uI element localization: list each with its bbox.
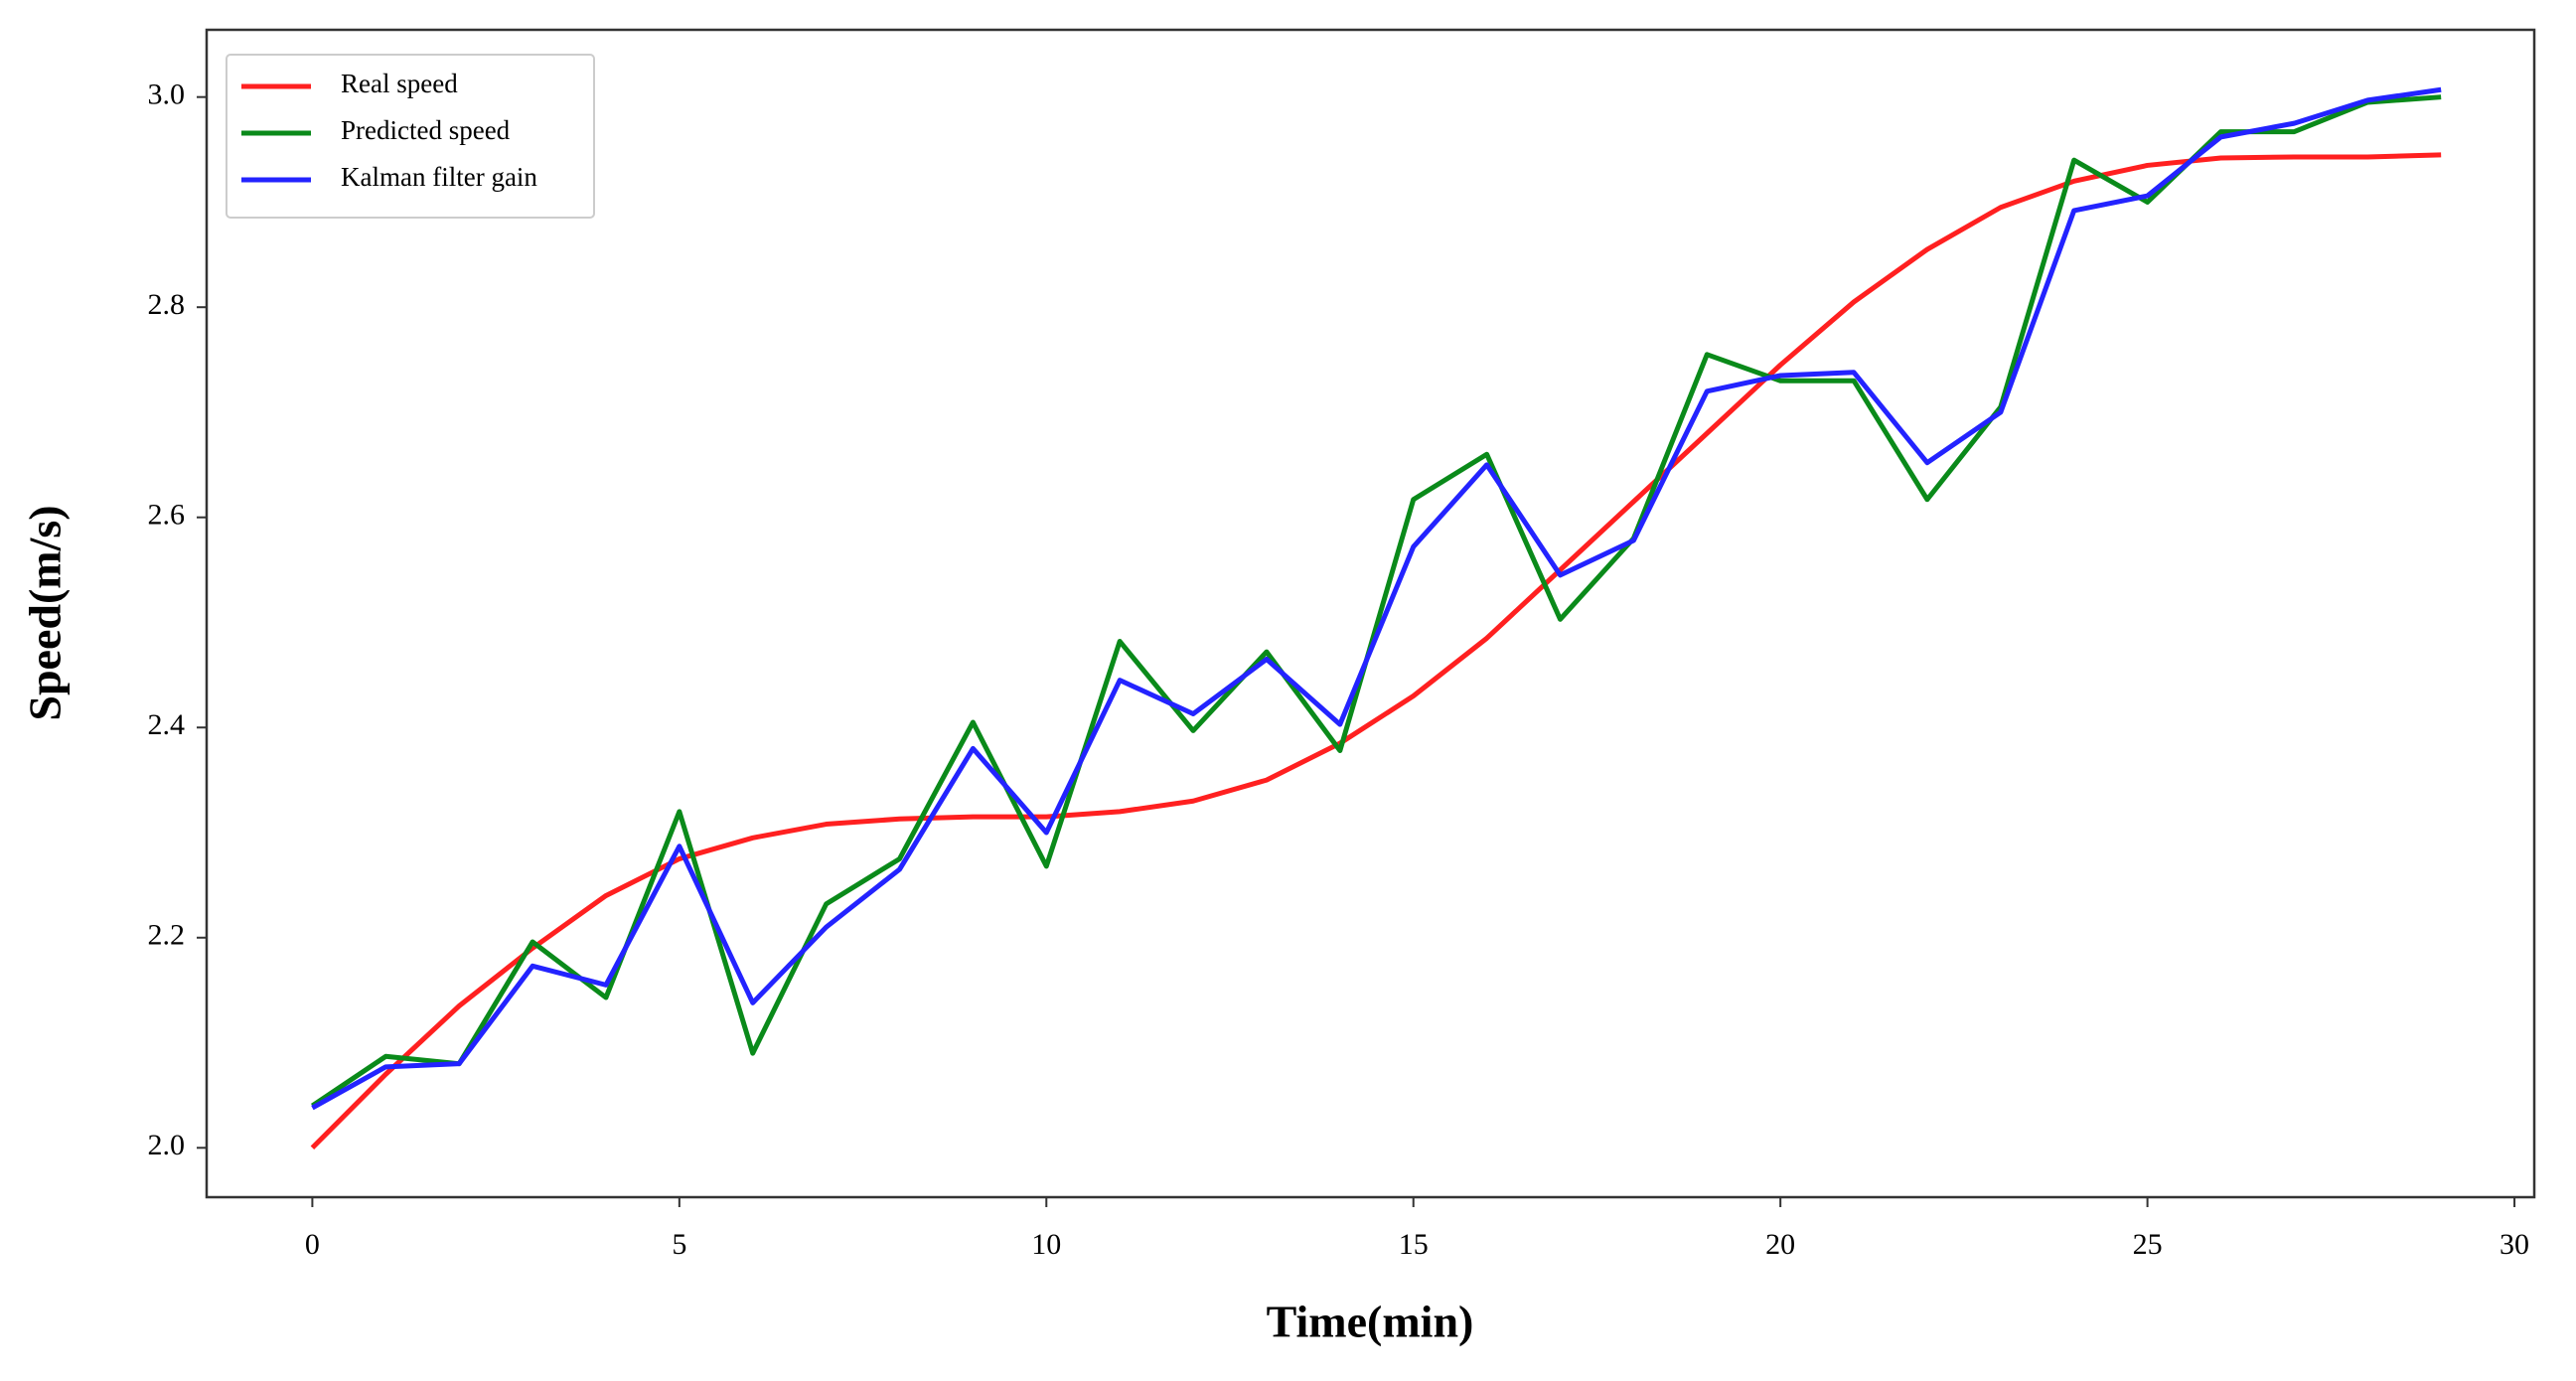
x-tick-label: 0 (305, 1228, 320, 1261)
y-tick-label: 2.4 (148, 708, 186, 741)
series-line (311, 94, 2442, 1109)
x-tick-label: 20 (1765, 1228, 1795, 1261)
x-tick-label: 30 (2500, 1228, 2529, 1261)
series-line (311, 86, 2442, 1111)
legend-label: Real speed (341, 69, 458, 98)
series-line (310, 152, 2442, 1151)
y-tick-label: 3.0 (148, 78, 186, 111)
x-tick-label: 25 (2133, 1228, 2163, 1261)
x-tick-label: 5 (672, 1228, 686, 1261)
legend-label: Kalman filter gain (341, 162, 537, 192)
y-tick-label: 2.6 (148, 499, 186, 532)
x-tick-label: 15 (1399, 1228, 1429, 1261)
y-tick-label: 2.2 (148, 919, 186, 952)
x-axis-title: Time(min) (1267, 1297, 1474, 1347)
y-axis-title: Speed(m/s) (20, 505, 71, 720)
legend-label: Predicted speed (341, 115, 511, 145)
legend-box (226, 54, 595, 219)
plot-frame (205, 28, 2536, 1199)
y-tick-label: 2.0 (148, 1129, 186, 1161)
x-tick-label: 10 (1031, 1228, 1061, 1261)
y-tick-label: 2.8 (148, 288, 186, 321)
